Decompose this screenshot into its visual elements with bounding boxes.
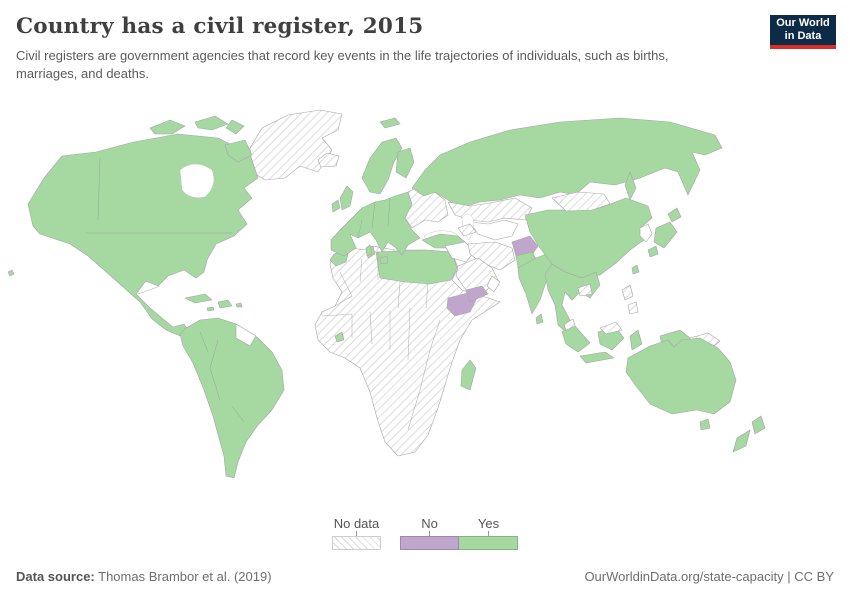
country-yemen[interactable] [465, 285, 489, 303]
world-map [7, 109, 766, 479]
legend-swatch-no[interactable] [400, 536, 459, 550]
country-iran[interactable] [467, 241, 516, 271]
legend-tick [356, 531, 357, 536]
region-south-america[interactable] [179, 317, 285, 479]
page-title: Country has a civil register, 2015 [16, 14, 424, 39]
legend-label-no: No [421, 516, 438, 531]
island-arctic-east[interactable] [225, 119, 245, 135]
country-oman[interactable] [486, 275, 501, 293]
island-sakhalin[interactable] [624, 171, 637, 201]
island-new-zealand-south[interactable] [732, 429, 751, 453]
region-malaysia-borneo[interactable] [599, 321, 623, 335]
country-madagascar[interactable] [460, 359, 477, 391]
owid-link[interactable]: OurWorldinData.org/state-capacity [584, 569, 784, 584]
island-sulawesi[interactable] [629, 329, 643, 351]
country-russia[interactable] [411, 117, 723, 209]
country-sri-lanka[interactable] [535, 313, 544, 325]
data-source-value: Thomas Brambor et al. (2019) [98, 569, 272, 584]
island-puerto-rico[interactable] [235, 302, 243, 308]
chart-subtitle: Civil registers are government agencies … [16, 48, 669, 82]
country-cambodia[interactable] [577, 283, 593, 297]
island-baffin[interactable] [224, 139, 253, 163]
island-mindanao[interactable] [627, 301, 639, 315]
country-liberia[interactable] [334, 331, 345, 343]
island-sicily[interactable] [379, 255, 389, 265]
region-libya-egypt[interactable] [375, 249, 458, 285]
owid-logo-line1: Our World [776, 17, 830, 30]
owid-logo: Our World in Data [770, 15, 836, 49]
country-finland[interactable] [395, 147, 415, 179]
chart-footer: Data source: Thomas Brambor et al. (2019… [16, 569, 834, 584]
owid-logo-line2: in Data [784, 30, 822, 42]
region-caucasus[interactable] [457, 223, 477, 237]
data-source: Data source: Thomas Brambor et al. (2019… [16, 569, 272, 584]
country-greenland[interactable] [249, 109, 343, 181]
island-hokkaido[interactable] [667, 207, 682, 223]
legend-swatch-yes[interactable] [459, 536, 518, 550]
legend-tick [429, 531, 430, 536]
island-tasmania[interactable] [699, 418, 711, 431]
island-hispaniola[interactable] [217, 299, 233, 309]
island-honshu[interactable] [653, 221, 678, 249]
map-legend: No data No Yes [0, 516, 850, 556]
footer-right: OurWorldinData.org/state-capacity | CC B… [584, 569, 834, 584]
country-mongolia[interactable] [551, 191, 611, 212]
footer-separator: | [787, 569, 791, 584]
island-java[interactable] [579, 351, 615, 364]
legend-label-no-data: No data [333, 516, 380, 531]
legend-swatch-no-data[interactable] [332, 536, 381, 550]
legend-label-yes: Yes [477, 516, 500, 531]
island-arctic-west[interactable] [149, 119, 186, 135]
island-svalbard[interactable] [379, 117, 401, 129]
data-source-label: Data source: [16, 569, 95, 584]
country-united-kingdom[interactable] [339, 185, 354, 211]
region-levant-iraq[interactable] [444, 241, 475, 263]
country-australia[interactable] [625, 337, 737, 415]
country-jamaica[interactable] [206, 306, 215, 312]
island-kyushu[interactable] [647, 245, 659, 258]
hudson-bay [179, 163, 215, 198]
region-korea[interactable] [639, 223, 653, 243]
legend-tick [488, 531, 489, 536]
island-new-zealand-north[interactable] [751, 415, 766, 435]
region-scandinavia[interactable] [361, 137, 403, 195]
region-central-asia[interactable] [469, 219, 519, 241]
island-sumatra[interactable] [561, 325, 591, 353]
island-arctic-mid[interactable] [194, 115, 229, 131]
chart-header: Country has a civil register, 2015 Civil… [16, 14, 836, 84]
island-hawaii[interactable] [7, 269, 15, 277]
island-taiwan[interactable] [631, 264, 640, 275]
region-guyana-suriname[interactable] [235, 323, 257, 347]
country-iceland[interactable] [317, 152, 340, 168]
island-sardinia[interactable] [365, 244, 373, 257]
island-luzon[interactable] [621, 284, 634, 301]
country-cuba[interactable] [184, 293, 213, 304]
region-mainland-southeast-asia[interactable] [544, 263, 601, 333]
license-link[interactable]: CC BY [794, 569, 834, 584]
country-borders [86, 157, 441, 431]
country-ireland[interactable] [331, 199, 341, 213]
map-area [0, 100, 850, 510]
